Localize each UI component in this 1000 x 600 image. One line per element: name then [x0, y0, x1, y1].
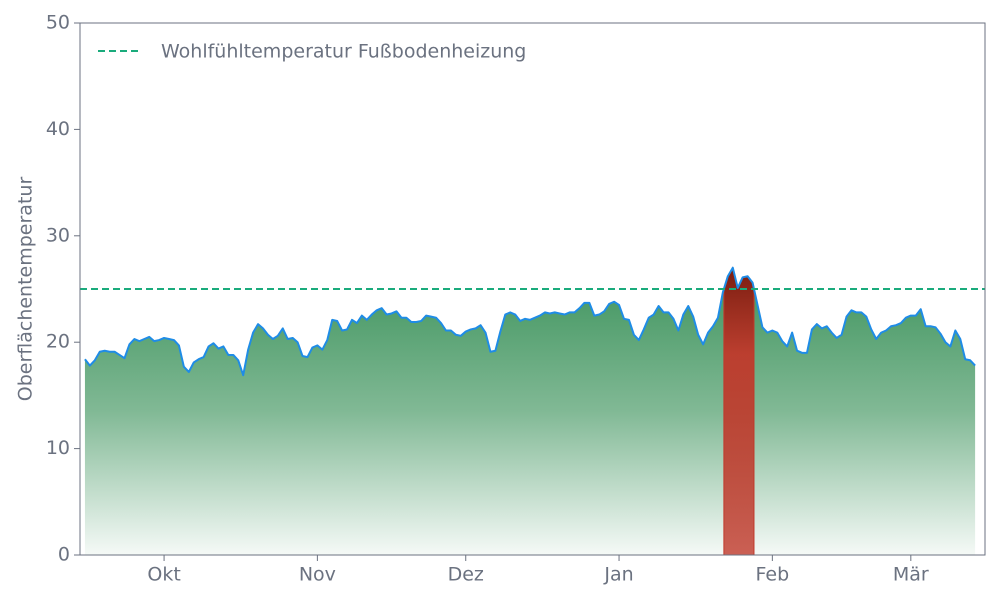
plot-frame: [79, 22, 986, 556]
line: [84, 266, 976, 377]
y-tick-label: 20: [46, 331, 70, 353]
x-tick-label: Dez: [448, 564, 484, 586]
y-tick-label: 0: [58, 544, 70, 566]
above-threshold-area: [723, 266, 755, 556]
x-tick-label: Jan: [603, 564, 633, 586]
y-tick-label: 50: [46, 12, 70, 34]
x-tick-label: Nov: [299, 564, 336, 586]
y-tick-label: 10: [46, 437, 70, 459]
x-tick-label: Mär: [893, 564, 929, 586]
legend-label: Wohlfühltemperatur Fußbodenheizung: [161, 41, 526, 63]
x-tick-label: Feb: [756, 564, 790, 586]
x-tick-label: Okt: [147, 564, 180, 586]
y-tick-label: 40: [46, 118, 70, 140]
y-tick-label: 30: [46, 224, 70, 246]
area: [84, 267, 976, 555]
y-axis-label: Oberflächentemperatur: [15, 177, 37, 402]
